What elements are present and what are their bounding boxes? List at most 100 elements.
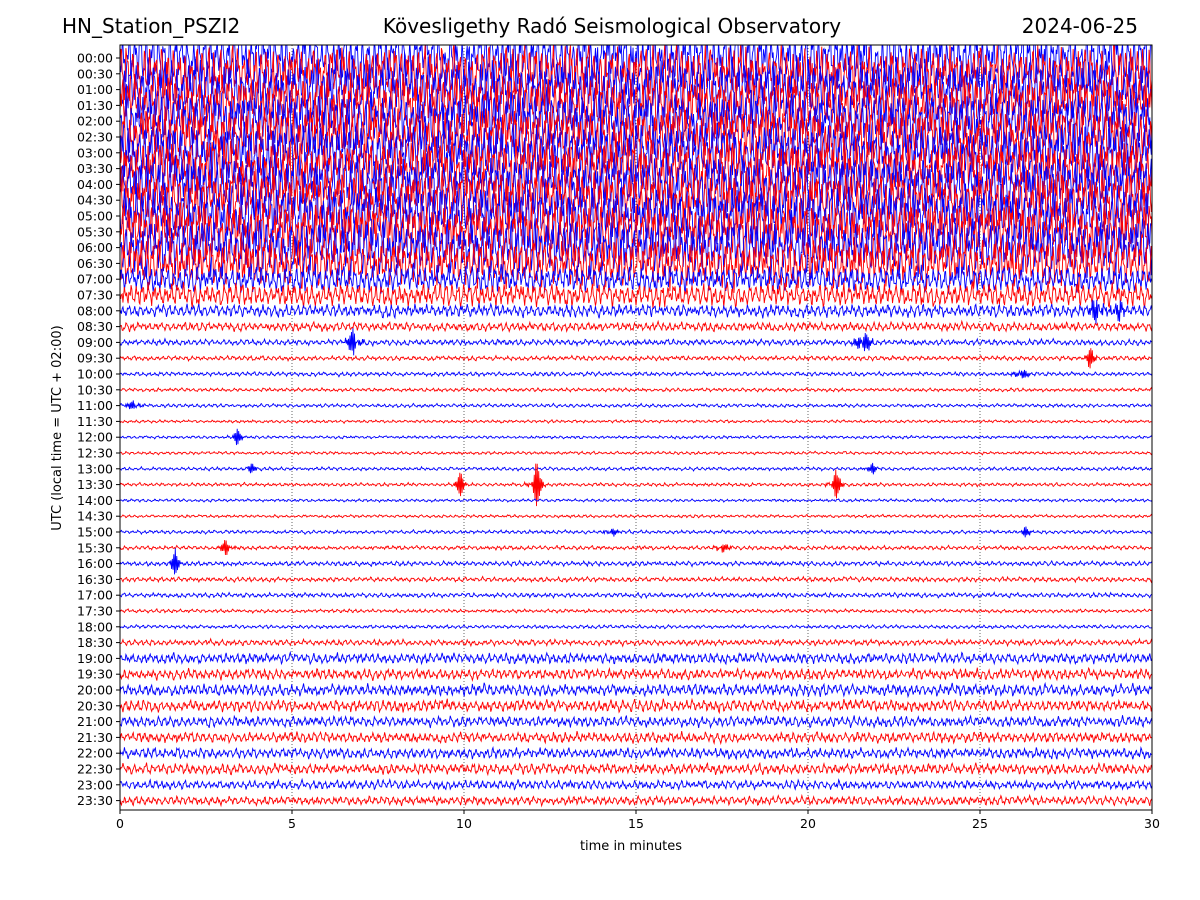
x-tick-label: 15 — [628, 816, 644, 831]
y-tick-label: 05:30 — [77, 224, 113, 239]
trace-line — [120, 637, 1152, 648]
station-name: HN_Station_PSZI2 — [62, 14, 241, 38]
y-tick-label: 16:00 — [77, 556, 113, 571]
trace-line — [120, 234, 1152, 294]
trace-line — [120, 746, 1152, 761]
y-tick-label: 09:30 — [77, 351, 113, 366]
trace-line — [120, 418, 1152, 425]
x-tick-label: 20 — [800, 816, 816, 831]
trace-line — [120, 319, 1152, 334]
y-tick-label: 07:00 — [77, 272, 113, 287]
y-tick-label: 22:00 — [77, 746, 113, 761]
y-tick-label: 11:30 — [77, 414, 113, 429]
trace-line — [120, 299, 1152, 325]
trace-line — [120, 262, 1152, 295]
trace-line — [120, 400, 1152, 410]
trace-group — [120, 45, 1152, 808]
y-tick-label: 16:30 — [77, 572, 113, 587]
y-tick-label: 04:00 — [77, 177, 113, 192]
trace-line — [120, 513, 1152, 519]
x-axis: 0 5 10 15 20 25 30 — [116, 810, 1160, 831]
trace-line — [120, 463, 1152, 507]
trace-line — [120, 450, 1152, 456]
trace-line — [120, 45, 1152, 109]
trace-line — [120, 650, 1152, 666]
y-tick-label: 15:30 — [77, 540, 113, 555]
y-tick-label: 23:30 — [77, 793, 113, 808]
y-tick-label: 05:00 — [77, 209, 113, 224]
trace-line — [120, 369, 1152, 379]
y-tick-label: 08:30 — [77, 319, 113, 334]
y-tick-label: 09:00 — [77, 335, 113, 350]
trace-line — [120, 281, 1152, 309]
y-tick-label: 19:00 — [77, 651, 113, 666]
y-tick-label: 19:30 — [77, 667, 113, 682]
y-tick-label: 02:30 — [77, 130, 113, 145]
y-tick-label: 08:00 — [77, 303, 113, 318]
x-tick-label: 10 — [456, 816, 472, 831]
trace-line — [120, 608, 1152, 615]
trace-line — [120, 428, 1152, 446]
x-tick-label: 0 — [116, 816, 124, 831]
trace-line — [120, 45, 1152, 92]
y-axis-label: UTC (local time = UTC + 02:00) — [50, 325, 65, 530]
y-tick-label: 21:30 — [77, 730, 113, 745]
trace-line — [120, 120, 1152, 193]
observatory-title: Kövesligethy Radó Seismological Observat… — [382, 14, 842, 38]
y-tick-label: 21:00 — [77, 714, 113, 729]
y-tick-label: 00:00 — [77, 51, 113, 66]
trace-line — [120, 462, 1152, 475]
trace-line — [120, 526, 1152, 538]
y-tick-label: 07:30 — [77, 288, 113, 303]
y-tick-label: 18:00 — [77, 619, 113, 634]
y-tick-label: 10:00 — [77, 367, 113, 382]
y-tick-label: 17:30 — [77, 604, 113, 619]
y-tick-label: 12:00 — [77, 430, 113, 445]
y-tick-label: 01:30 — [77, 98, 113, 113]
trace-line — [120, 72, 1152, 145]
trace-line — [120, 714, 1152, 730]
trace-line — [120, 213, 1152, 279]
y-tick-label: 00:30 — [77, 66, 113, 81]
trace-line — [120, 328, 1152, 356]
trace-line — [120, 539, 1152, 556]
y-tick-label: 03:00 — [77, 145, 113, 160]
trace-line — [120, 793, 1152, 808]
trace-line — [120, 591, 1152, 600]
trace-line — [120, 761, 1152, 777]
trace-line — [120, 777, 1152, 792]
y-tick-label: 13:30 — [77, 477, 113, 492]
y-tick-label: 10:30 — [77, 382, 113, 397]
trace-line — [120, 666, 1152, 683]
y-tick-label: 15:00 — [77, 525, 113, 540]
y-tick-label: 12:30 — [77, 446, 113, 461]
y-tick-label: 22:30 — [77, 762, 113, 777]
y-axis: 00:0000:3001:0001:3002:0002:3003:0003:30… — [77, 51, 120, 808]
trace-line — [120, 348, 1152, 369]
y-tick-label: 14:30 — [77, 509, 113, 524]
x-tick-label: 5 — [288, 816, 296, 831]
y-tick-label: 18:30 — [77, 635, 113, 650]
y-tick-label: 03:30 — [77, 161, 113, 176]
y-tick-label: 23:00 — [77, 777, 113, 792]
y-tick-label: 06:00 — [77, 240, 113, 255]
trace-line — [120, 730, 1152, 746]
y-tick-label: 06:30 — [77, 256, 113, 271]
y-tick-label: 14:00 — [77, 493, 113, 508]
y-tick-label: 02:00 — [77, 114, 113, 129]
trace-line — [120, 386, 1152, 393]
trace-line — [120, 623, 1152, 630]
trace-line — [120, 697, 1152, 715]
y-tick-label: 04:30 — [77, 193, 113, 208]
trace-line — [120, 497, 1152, 503]
trace-line — [120, 195, 1152, 266]
plot-date: 2024-06-25 — [1021, 14, 1138, 38]
y-tick-label: 20:30 — [77, 698, 113, 713]
trace-line — [120, 548, 1152, 575]
trace-line — [120, 681, 1152, 699]
trace-line — [120, 146, 1152, 221]
y-tick-label: 13:00 — [77, 461, 113, 476]
trace-line — [120, 132, 1152, 204]
x-tick-label: 25 — [972, 816, 988, 831]
